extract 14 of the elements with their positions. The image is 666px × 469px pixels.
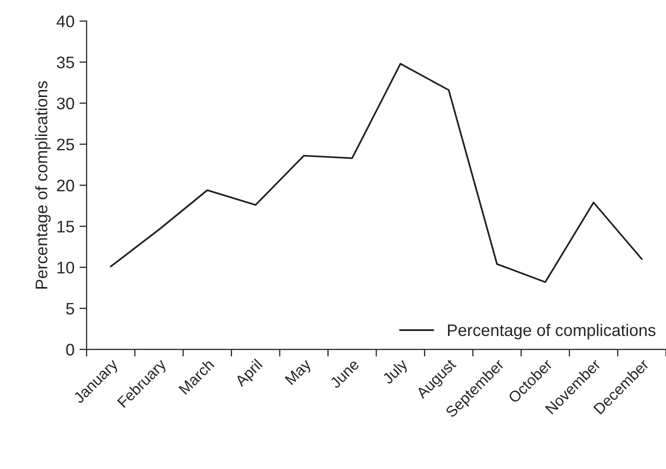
y-tick-label: 20 [57, 180, 74, 192]
y-tick-label: 35 [56, 56, 74, 68]
y-tick-label: 25 [57, 138, 74, 150]
y-tick-label: 10 [58, 262, 74, 274]
y-tick-label: 15 [58, 220, 74, 232]
y-tick-label: 40 [56, 16, 74, 28]
line-series [110, 62, 643, 283]
y-tick-label: 5 [66, 302, 74, 315]
y-tick-label: 0 [66, 344, 74, 356]
y-tick-label: 30 [56, 98, 74, 110]
legend-label: Percentage of complications [448, 324, 656, 340]
x-tick-label: May [284, 358, 314, 388]
x-tick-label: July [381, 358, 410, 387]
y-axis-title: Percentage of complications [35, 81, 51, 289]
